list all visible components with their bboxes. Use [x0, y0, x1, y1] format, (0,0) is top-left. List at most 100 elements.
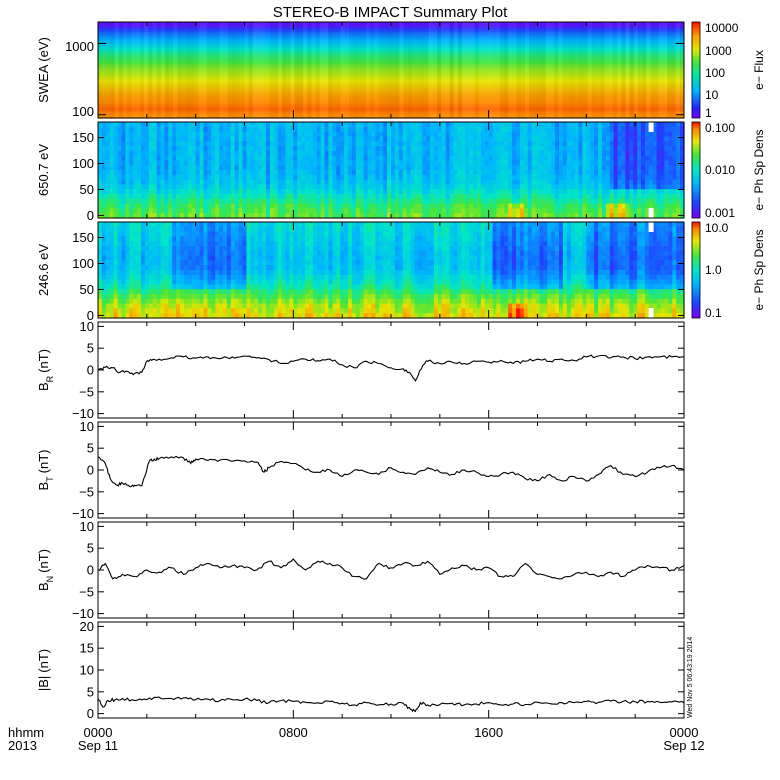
pad246-cell [254, 289, 259, 295]
pad650-cell [430, 184, 435, 190]
pad650-cell [148, 213, 154, 219]
pad650-cell [183, 136, 189, 142]
pad650-cell [226, 203, 232, 209]
pad246-cell [172, 231, 177, 237]
pad650-cell [414, 213, 419, 219]
pad650-cell [430, 136, 435, 142]
pad650-cell [562, 155, 568, 161]
pad650-cell [109, 160, 115, 166]
pad650-cell [648, 174, 654, 181]
pad650-cell [613, 174, 619, 181]
pad650-cell [672, 184, 677, 190]
pad650-cell [586, 198, 591, 205]
pad246-cell [344, 241, 349, 247]
pad650-cell [250, 122, 255, 128]
pad650-cell [469, 155, 474, 161]
pad650-cell [574, 203, 580, 209]
pad246-cell [308, 226, 314, 233]
pad650-cell [473, 179, 478, 185]
pad650-cell [625, 198, 630, 205]
pad650-cell [183, 126, 189, 133]
pad246-cell [152, 236, 158, 242]
pad246-cell [351, 289, 357, 295]
pad246-cell [117, 236, 123, 242]
pad246-cell [394, 222, 400, 228]
pad650-cell [445, 150, 451, 157]
pad650-cell [265, 194, 271, 200]
pad650-cell [668, 203, 673, 209]
pad246-cell [391, 231, 396, 237]
pad650-cell [230, 198, 236, 205]
pad246-cell [387, 274, 392, 281]
pad650-cell [633, 155, 638, 161]
pad246-cell [387, 250, 392, 257]
pad650-cell [316, 136, 322, 142]
pad650-cell [539, 174, 544, 181]
pad650-cell [601, 160, 607, 166]
pad650-cell [254, 184, 259, 190]
pad650-cell [551, 198, 556, 205]
pad650-cell [230, 208, 236, 214]
pad246-cell [199, 260, 205, 266]
pad246-cell [176, 303, 181, 309]
swea-cell [98, 56, 684, 59]
pad650-cell [469, 122, 474, 128]
pad650-cell [273, 179, 279, 185]
pad246-cell [355, 303, 361, 309]
pad650-cell [203, 141, 208, 147]
pad650-cell [312, 198, 318, 205]
pad650-cell [539, 194, 544, 200]
pad650-cell [594, 155, 599, 161]
pad650-cell [242, 189, 248, 195]
pad246-cell [297, 298, 302, 305]
pad650-cell [558, 194, 564, 200]
pad650-cell [422, 208, 427, 214]
swea-stripe [135, 22, 140, 118]
pad246-cell [109, 222, 115, 228]
pad650-cell [293, 184, 298, 190]
pad246-cell [383, 313, 388, 319]
pad650-cell [262, 170, 267, 176]
pad246-cell [238, 222, 244, 228]
pad246-cell [437, 250, 443, 257]
pad246-cell [211, 265, 216, 271]
pad650-cell [133, 189, 138, 195]
pad650-cell [570, 160, 576, 166]
pad650-cell [680, 189, 685, 195]
pad650-cell [242, 170, 248, 176]
pad246-cell [433, 279, 439, 285]
pad650-cell [523, 170, 529, 176]
pad650-cell [129, 174, 134, 181]
pad650-cell [258, 165, 263, 171]
pad650-cell [293, 174, 298, 181]
pad650-cell [555, 122, 560, 128]
pad650-cell [129, 160, 134, 166]
pad246-cell [215, 303, 220, 309]
pad650-cell [140, 194, 146, 200]
pad246-cell [180, 250, 185, 257]
pad246-cell [199, 231, 205, 237]
pad650-cell [140, 122, 146, 128]
pad650-cell [140, 213, 146, 219]
pad246-cell [152, 260, 158, 266]
pad246-cell [344, 270, 349, 276]
swea-cell [98, 64, 684, 67]
pad650-cell [137, 170, 142, 176]
pad246-cell [297, 265, 302, 271]
pad650-cell [652, 184, 658, 190]
pad246-cell [187, 303, 193, 309]
pad650-cell [422, 131, 427, 137]
pad650-cell [215, 184, 220, 190]
pad650-cell [676, 208, 681, 214]
pad246-cell [234, 274, 240, 281]
pad246-cell [297, 308, 302, 314]
pad650-cell [312, 170, 318, 176]
pad650-cell [562, 184, 568, 190]
pad650-cell [301, 198, 306, 205]
pad650-cell [656, 208, 662, 214]
pad650-cell [344, 150, 349, 157]
pad650-cell [265, 165, 271, 171]
pad246-cell [117, 265, 123, 271]
pad246-cell [109, 250, 115, 257]
pad650-cell [219, 198, 224, 205]
